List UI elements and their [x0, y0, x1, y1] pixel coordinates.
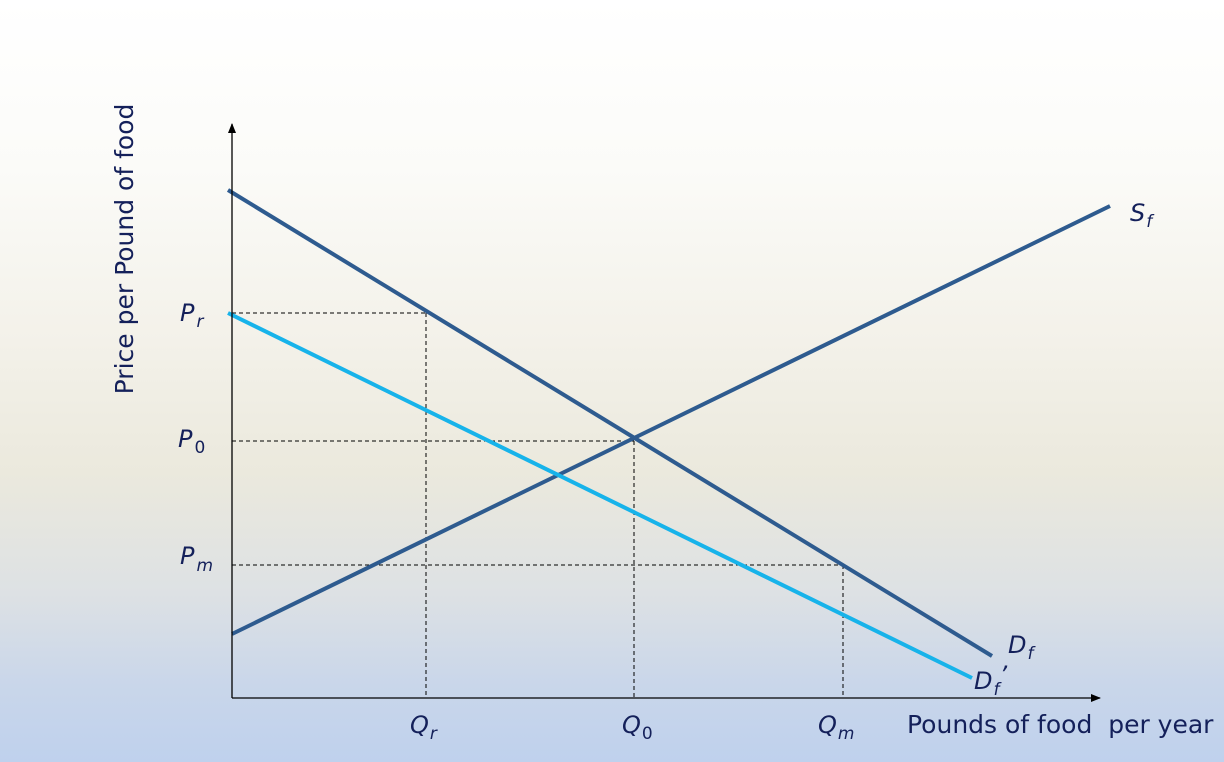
- shifted-demand-line: [227, 311, 973, 680]
- quantity-label-qr: Qr: [410, 711, 438, 744]
- shifted-demand-curve-label: Df’: [974, 661, 1007, 700]
- guide-lines: [232, 312, 844, 698]
- quantity-label-qm: Qm: [818, 711, 854, 744]
- demand-line: [226, 188, 994, 658]
- demand-curve-label: Df: [1008, 631, 1036, 664]
- y-axis-title: Price per Pound of food: [110, 104, 139, 395]
- quantity-label-q0: Q0: [622, 711, 653, 744]
- supply-curve-label: Sf: [1130, 199, 1155, 232]
- x-axis-title: Pounds of food per year: [907, 710, 1214, 739]
- supply-line: [231, 204, 1111, 636]
